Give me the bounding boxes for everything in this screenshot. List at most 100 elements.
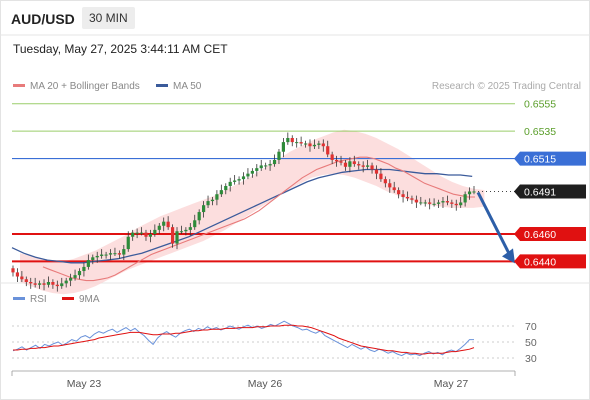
candle-body (255, 168, 259, 171)
candle-body (290, 138, 294, 143)
candle-body (281, 142, 285, 152)
candle-body (100, 254, 104, 256)
level-label-pivot: 0.6515 (524, 154, 556, 166)
candle-body (259, 165, 263, 169)
legend-ma20-label: MA 20 + Bollinger Bands (30, 81, 140, 92)
candle-body (162, 221, 166, 226)
candle-body (233, 180, 237, 182)
candle-body (321, 143, 325, 147)
candle-body (197, 212, 201, 221)
candle-body (352, 161, 356, 165)
legend-ma50-label: MA 50 (173, 81, 202, 92)
candle-body (37, 283, 42, 285)
candle-body (135, 232, 139, 234)
timeframe-button[interactable]: 30 MIN (82, 7, 135, 29)
rsi-tick-label-70: 70 (525, 321, 537, 333)
candle-body (374, 169, 379, 174)
candle-body (317, 143, 321, 145)
x-tick-label: May 27 (434, 378, 469, 390)
rsi-tick-label-50: 50 (525, 337, 537, 349)
candle-body (24, 279, 28, 282)
x-tick-label: May 23 (67, 378, 102, 390)
candle-body (184, 229, 188, 232)
candle-body (20, 276, 24, 280)
candle-body (15, 272, 20, 277)
candle-body (126, 236, 130, 250)
candle-body (370, 165, 374, 170)
candle-body (82, 266, 86, 272)
candle-body (241, 176, 246, 180)
candle-body (308, 143, 312, 147)
candle-body (277, 151, 281, 160)
candle-body (357, 164, 361, 166)
bollinger-band (20, 129, 485, 295)
candle-body (175, 231, 179, 244)
candle-body (432, 203, 436, 205)
level-label-support-1: 0.6460 (524, 229, 556, 241)
candle-body (454, 203, 458, 206)
candle-body (60, 283, 64, 287)
candle-body (436, 202, 441, 204)
candle-body (334, 159, 339, 162)
legend-rsi-ma-swatch (62, 296, 74, 300)
candle-body (215, 194, 219, 200)
level-tag-pivot (514, 151, 586, 166)
candle-body (153, 229, 157, 234)
rsi-tick-label-30: 30 (525, 353, 537, 365)
candle-body (272, 159, 277, 165)
legend-rsi-ma: 9MA (62, 294, 100, 305)
legend-ma50-swatch (156, 83, 168, 87)
candle-body (166, 221, 170, 228)
candle-body (193, 220, 197, 228)
candle-body (388, 183, 392, 188)
candle-body (414, 199, 418, 203)
legend-ma50: MA 50 (156, 81, 201, 92)
candle-body (117, 253, 121, 255)
candle-body (401, 194, 405, 197)
candle-body (246, 173, 250, 177)
candle-body (445, 201, 450, 203)
candle-body (299, 142, 303, 144)
legend-ma20-swatch (13, 83, 25, 87)
candle-body (148, 234, 153, 237)
candle-body (46, 282, 51, 285)
candle-body (450, 202, 454, 204)
candle-body (419, 202, 423, 204)
candle-body (29, 282, 33, 284)
last-price-tag (514, 184, 586, 199)
candle-body (312, 144, 317, 147)
symbol-title: AUD/USD (11, 11, 75, 27)
projection-arrow-head (502, 248, 515, 264)
candle-body (131, 232, 135, 237)
candle-body (286, 138, 290, 143)
ma20-line (42, 156, 475, 282)
candle-body (157, 225, 161, 230)
candle-body (219, 190, 223, 195)
candle-body (264, 165, 268, 167)
candle-body (467, 191, 472, 195)
level-label-support-2: 0.6440 (524, 256, 556, 268)
last-price-label: 0.6491 (524, 186, 556, 198)
candle-body (224, 186, 228, 191)
candle-body (303, 143, 308, 145)
candle-body (202, 205, 206, 213)
candle-body (361, 165, 365, 167)
candle-body (179, 231, 184, 233)
candle-body (441, 201, 445, 203)
candle-body (339, 161, 343, 163)
candle-body (11, 268, 15, 273)
level-label-target-1: 0.6535 (524, 126, 556, 138)
candle-body (366, 165, 370, 167)
candle-body (383, 179, 387, 184)
candle-body (77, 271, 82, 276)
candle-body (268, 164, 272, 166)
candle-body (295, 142, 299, 144)
candle-body (423, 202, 427, 204)
candle-body (73, 275, 77, 278)
credit-text: Research © 2025 Trading Central (431, 81, 581, 92)
candle-body (250, 170, 254, 174)
legend-rsi-label: RSI (30, 294, 47, 305)
timestamp: Tuesday, May 27, 2025 3:44:11 AM CET (13, 42, 228, 56)
rsi-series-rsi (12, 320, 474, 357)
